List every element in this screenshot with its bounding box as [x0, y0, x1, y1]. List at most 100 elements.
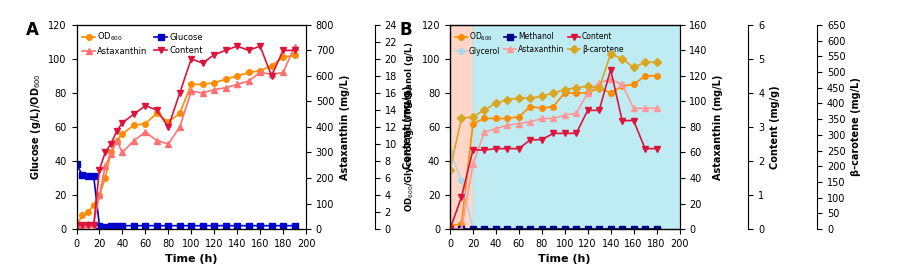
Y-axis label: Glucose (g/L)/OD$_{600}$: Glucose (g/L)/OD$_{600}$	[29, 73, 42, 181]
Astaxanthin	[571, 112, 581, 115]
β-carotene	[479, 108, 490, 112]
Content	[266, 74, 277, 78]
Astaxanthin	[468, 163, 479, 166]
Content	[140, 104, 151, 107]
Glucose	[76, 173, 87, 176]
OD$_{600}$	[163, 120, 174, 123]
Glycerol	[513, 227, 524, 231]
OD$_{600}$	[525, 105, 535, 108]
Glucose	[94, 224, 104, 227]
Methanol	[536, 227, 547, 231]
Astaxanthin	[536, 117, 547, 120]
Glycerol	[594, 227, 605, 231]
Astaxanthin	[559, 113, 571, 117]
Content	[185, 57, 196, 60]
β-carotene	[491, 102, 501, 105]
Astaxanthin	[112, 139, 122, 142]
Line: Astaxanthin: Astaxanthin	[74, 44, 297, 230]
Content	[197, 62, 208, 65]
Content	[100, 151, 111, 154]
Glucose	[140, 224, 151, 227]
OD$_{600}$	[140, 122, 151, 125]
Content	[71, 223, 82, 227]
Methanol	[479, 227, 490, 231]
Astaxanthin	[88, 222, 99, 226]
OD$_{600}$	[502, 117, 513, 120]
Bar	[473, 25, 680, 229]
OD$_{600}$	[468, 122, 479, 125]
Text: A: A	[26, 21, 39, 39]
Glucose	[220, 224, 231, 227]
Content	[628, 119, 639, 122]
Glucose	[100, 226, 111, 229]
Astaxanthin	[220, 86, 231, 89]
Astaxanthin	[651, 107, 661, 110]
Content	[571, 132, 581, 135]
OD$_{600}$	[209, 81, 220, 84]
Content	[94, 168, 104, 171]
Glucose	[266, 224, 277, 227]
β-carotene	[468, 115, 479, 118]
Glycerol	[525, 227, 535, 231]
Glycerol	[479, 227, 490, 231]
Content	[525, 138, 535, 141]
OD$_{600}$	[100, 176, 111, 180]
Content	[651, 147, 661, 150]
Astaxanthin	[456, 227, 467, 231]
OD$_{600}$	[605, 91, 616, 95]
Y-axis label: OD$_{600}$/Glycerol (g/L)/Methanol (g/L): OD$_{600}$/Glycerol (g/L)/Methanol (g/L)	[403, 42, 416, 212]
Methanol	[513, 227, 524, 231]
Text: B: B	[400, 21, 412, 39]
β-carotene	[513, 96, 524, 100]
Line: Methanol: Methanol	[447, 226, 660, 232]
Astaxanthin	[513, 122, 524, 125]
OD$_{600}$	[640, 74, 651, 78]
Content	[175, 91, 185, 95]
Methanol	[468, 227, 479, 231]
Glucose	[185, 224, 196, 227]
OD$_{600}$	[151, 112, 162, 115]
Methanol	[525, 227, 535, 231]
Content	[88, 223, 99, 227]
Content	[479, 148, 490, 152]
Glucose	[209, 224, 220, 227]
Glucose	[232, 224, 243, 227]
Astaxanthin	[100, 164, 111, 168]
Content	[163, 125, 174, 129]
Astaxanthin	[163, 142, 174, 146]
Y-axis label: Astaxanthin (mg/L): Astaxanthin (mg/L)	[714, 74, 724, 180]
Glucose	[71, 163, 82, 166]
Methanol	[559, 227, 571, 231]
β-carotene	[594, 86, 605, 89]
Glucose	[197, 224, 208, 227]
Glycerol	[582, 227, 593, 231]
Methanol	[640, 227, 651, 231]
Astaxanthin	[640, 107, 651, 110]
OD$_{600}$	[559, 91, 571, 95]
Glycerol	[445, 151, 455, 154]
Glycerol	[616, 227, 627, 231]
Astaxanthin	[502, 124, 513, 127]
OD$_{600}$	[94, 193, 104, 197]
Y-axis label: Content (mg/g): Content (mg/g)	[770, 85, 780, 169]
OD$_{600}$	[266, 64, 277, 67]
Astaxanthin	[232, 83, 243, 86]
Methanol	[491, 227, 501, 231]
Astaxanthin	[277, 71, 288, 74]
OD$_{600}$	[491, 117, 501, 120]
Content	[105, 142, 116, 146]
Astaxanthin	[105, 153, 116, 156]
Glucose	[117, 224, 128, 227]
β-carotene	[456, 117, 467, 120]
Glycerol	[468, 227, 479, 231]
Astaxanthin	[628, 107, 639, 110]
Astaxanthin	[117, 151, 128, 154]
Line: β-carotene: β-carotene	[447, 51, 660, 172]
Legend: OD$_{600}$, Astaxanthin, Glucose, Content: OD$_{600}$, Astaxanthin, Glucose, Conten…	[81, 29, 204, 58]
Content	[117, 121, 128, 124]
Content	[232, 44, 243, 48]
OD$_{600}$	[185, 83, 196, 86]
Glycerol	[548, 227, 559, 231]
Glycerol	[536, 227, 547, 231]
Content	[445, 227, 455, 231]
